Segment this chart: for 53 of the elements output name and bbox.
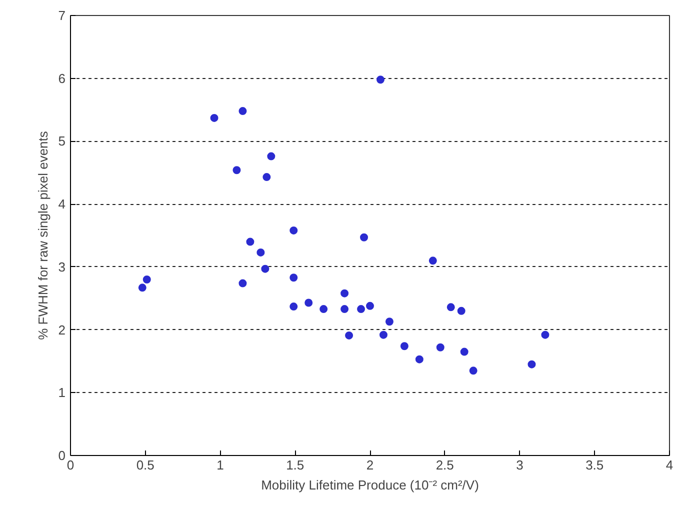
point [267, 152, 276, 160]
point [376, 76, 384, 84]
point [210, 114, 218, 122]
point [469, 366, 478, 375]
y-tick-label: 2 [58, 322, 66, 338]
point [357, 305, 366, 314]
point [360, 233, 368, 242]
x-tick-label: 2.5 [436, 458, 454, 472]
y-tick-label: 5 [58, 134, 66, 149]
point [246, 238, 254, 246]
point [238, 107, 247, 116]
x-tick-label: 3.5 [586, 458, 604, 472]
point [460, 348, 468, 356]
point [290, 274, 298, 282]
x-tick-label: 1 [216, 458, 224, 472]
point [415, 355, 424, 364]
point [379, 330, 388, 339]
point [256, 248, 265, 256]
y-tick-label: 6 [58, 70, 66, 86]
x-tick-label: 3 [516, 458, 524, 472]
point [290, 302, 298, 311]
point [142, 276, 151, 284]
point [238, 279, 247, 288]
x-tick-label: 0.5 [136, 458, 154, 472]
x-tick-label: 4 [666, 458, 674, 472]
y-tick-label: 0 [58, 448, 66, 463]
point [138, 284, 146, 292]
x-axis-title: Mobility Lifetime Produce (10⁻² cm²/V) [261, 478, 479, 492]
point [436, 343, 444, 352]
point [400, 342, 408, 350]
point [446, 303, 455, 312]
point [262, 173, 271, 182]
point [428, 256, 437, 265]
point [345, 331, 354, 340]
y-tick-label: 1 [58, 385, 66, 400]
y-axis-title: % FWHM for raw single pixel events [35, 130, 50, 340]
point [541, 330, 550, 339]
y-tick-label: 4 [58, 196, 66, 212]
point [320, 305, 328, 314]
y-tick-label: 3 [58, 259, 66, 274]
point [340, 289, 349, 298]
x-tick-label: 1.5 [286, 458, 304, 472]
point [340, 305, 349, 314]
y-tick-label: 7 [58, 8, 66, 23]
point [290, 226, 298, 234]
x-tick-label: 2 [366, 458, 374, 472]
point [366, 302, 374, 310]
point [304, 298, 313, 307]
point [261, 264, 270, 273]
point [232, 166, 241, 174]
point [457, 306, 466, 315]
point [385, 318, 394, 326]
point [528, 360, 536, 368]
